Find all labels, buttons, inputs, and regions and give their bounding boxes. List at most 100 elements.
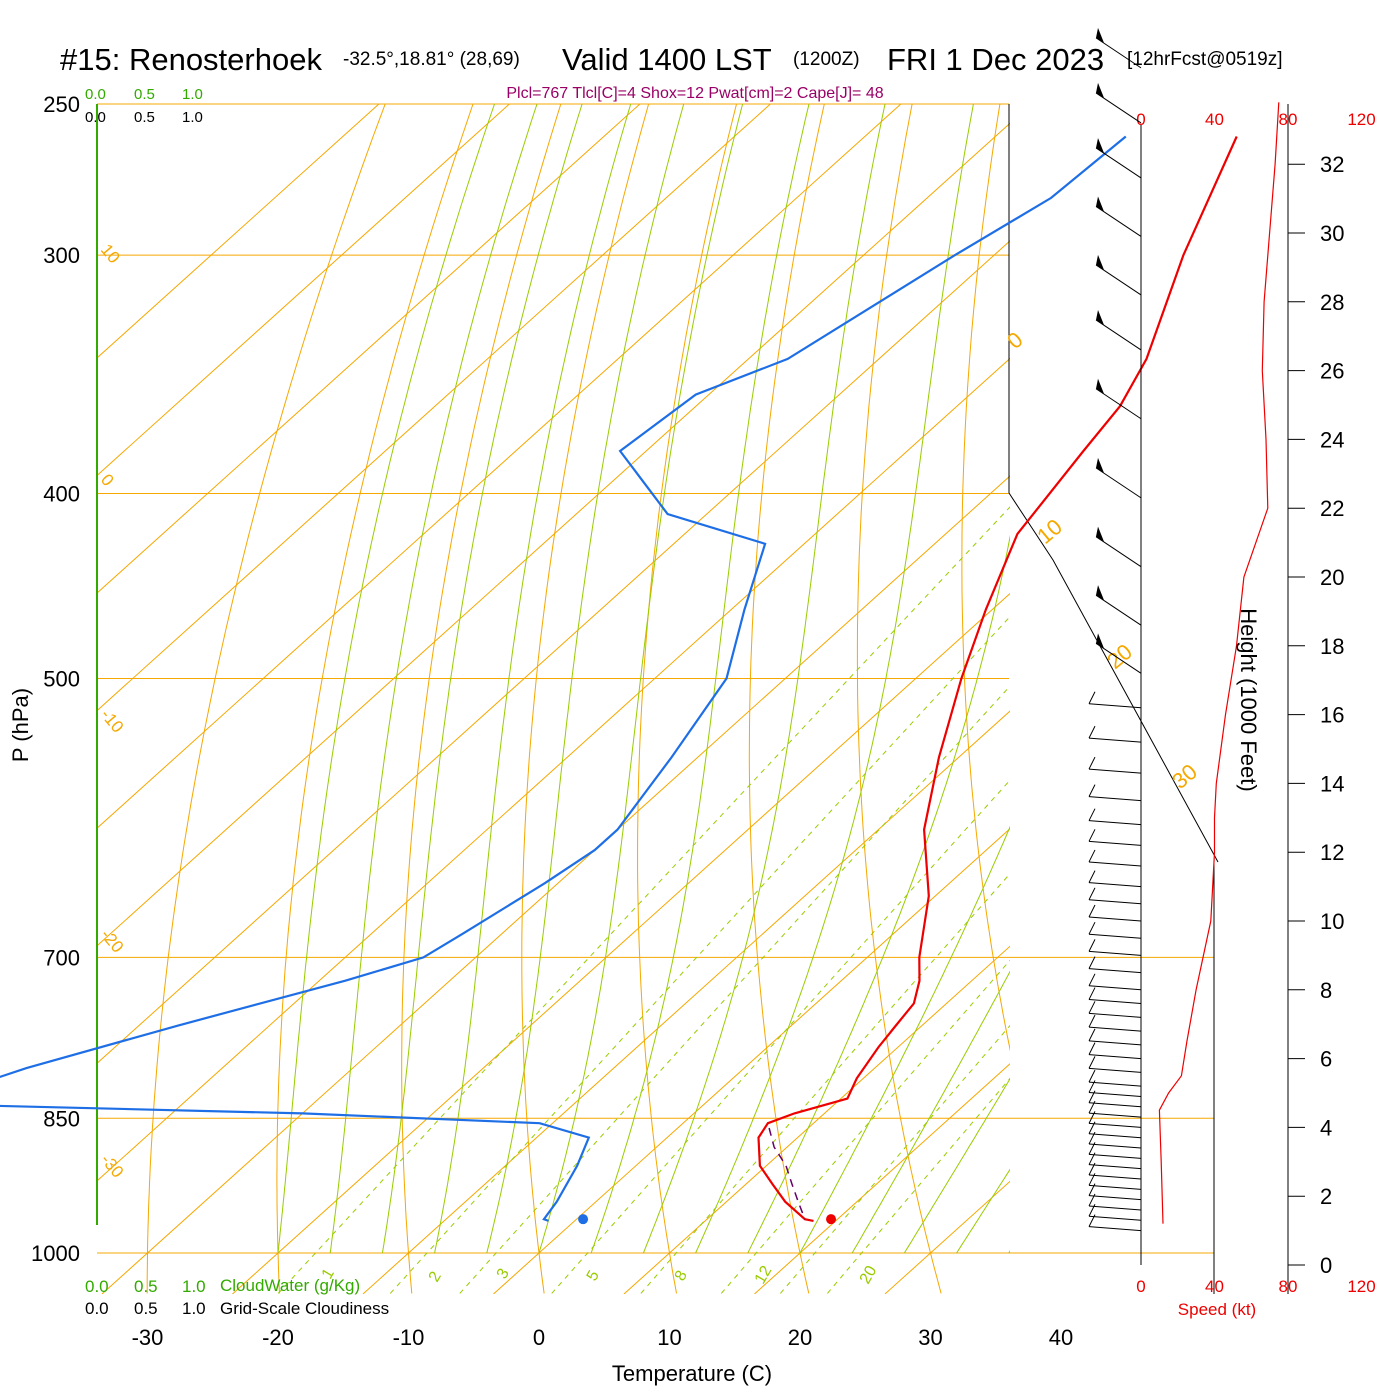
wind-barb xyxy=(1088,899,1142,905)
x-axis-title: Temperature (C) xyxy=(612,1361,772,1386)
wind-speed-tick-top: 120 xyxy=(1347,110,1375,129)
wind-barb xyxy=(1088,820,1142,826)
isotherm-line xyxy=(97,104,641,594)
wind-barb-feather xyxy=(1088,1069,1096,1083)
parcel-path xyxy=(768,1127,806,1220)
wind-speed-tick-top: 80 xyxy=(1279,110,1298,129)
moist-adiabat-lines xyxy=(277,104,1010,1254)
isotherm-line xyxy=(232,592,1010,1294)
wind-barb xyxy=(1088,1143,1142,1149)
height-tick-label: 28 xyxy=(1320,290,1344,315)
temperature-tick-label: 0 xyxy=(533,1325,545,1350)
wind-barb xyxy=(1095,264,1142,296)
wind-barb-feather xyxy=(1088,904,1096,918)
isotherm-line xyxy=(493,828,1010,1294)
wind-barb xyxy=(1088,882,1142,888)
wind-speed-label: Speed (kt) xyxy=(1178,1300,1256,1319)
dry-adiabat xyxy=(146,104,386,1294)
wind-barb-pennant xyxy=(1096,585,1104,601)
wind-barb-pennant xyxy=(1096,196,1104,212)
temperature-profile xyxy=(757,136,1238,1222)
dry-adiabat xyxy=(1349,70,1400,1293)
top-cloudiness-tick: 1.0 xyxy=(182,109,203,126)
height-tick-label: 0 xyxy=(1320,1253,1332,1278)
moist-adiabat xyxy=(851,970,1010,1254)
wind-barb xyxy=(1095,319,1142,351)
isotherm-line xyxy=(97,104,380,359)
mixing-ratio-label: 20 xyxy=(857,1263,881,1287)
isotherm-label: -20 xyxy=(97,925,127,956)
dry-adiabat xyxy=(521,104,650,1294)
surface-temperature-dot xyxy=(826,1214,837,1225)
moist-adiabat xyxy=(956,1168,1010,1254)
wind-barb xyxy=(1088,1054,1142,1060)
wind-barb-pennant xyxy=(1096,254,1104,270)
y-axis-title: P (hPa) xyxy=(8,688,33,762)
top-cloudiness-tick: 0.5 xyxy=(134,109,155,126)
wind-barb-feather xyxy=(1088,870,1096,883)
mixing-ratio-line xyxy=(277,506,1010,1294)
wind-barb-pennant xyxy=(1096,82,1104,98)
dry-adiabat xyxy=(961,104,1010,1052)
height-tick-label: 22 xyxy=(1320,496,1344,521)
moist-adiabat xyxy=(277,104,496,1254)
wind-barb xyxy=(1088,1133,1142,1139)
surface-dewpoint-dot xyxy=(578,1214,589,1225)
height-tick-label: 16 xyxy=(1320,703,1344,728)
height-tick-label: 12 xyxy=(1320,840,1344,865)
temperature-tick-label: -10 xyxy=(393,1325,425,1350)
mixing-ratio-line xyxy=(459,685,1010,1294)
isotherm-line xyxy=(97,104,510,477)
wind-barb xyxy=(1095,388,1142,420)
wind-barb xyxy=(1088,1067,1142,1073)
wind-barb xyxy=(1088,1164,1142,1170)
height-tick-label: 10 xyxy=(1320,909,1344,934)
wind-barb xyxy=(1088,703,1142,709)
top-cloudiness-scale: 0.0 0.5 1.0 xyxy=(85,109,203,126)
moist-adiabat xyxy=(695,104,974,1254)
moist-adiabat xyxy=(538,104,744,1254)
moist-adiabat xyxy=(903,1077,1010,1254)
wind-barb-pennant xyxy=(1096,526,1104,542)
mixing-ratio-label: 5 xyxy=(584,1268,603,1284)
wind-barb xyxy=(1088,985,1142,991)
isotherm-label: -10 xyxy=(97,705,127,736)
wind-barb-feather xyxy=(1088,849,1096,863)
dry-adiabat xyxy=(1257,70,1400,1293)
isotherm-label: 10 xyxy=(97,240,124,267)
mixing-ratio-line xyxy=(389,615,1010,1294)
wind-speed-tick-bottom: 80 xyxy=(1279,1277,1298,1296)
wind-barb-feather xyxy=(1088,1001,1096,1014)
dry-adiabat xyxy=(856,104,942,1294)
wind-barb-feather xyxy=(1088,973,1096,987)
wind-barb xyxy=(1088,840,1142,846)
temperature-tick-label: 10 xyxy=(657,1325,681,1350)
wind-barb xyxy=(1095,147,1142,179)
wind-barb-feather xyxy=(1088,1056,1096,1069)
wind-speed-tick-top: 0 xyxy=(1136,110,1145,129)
isotherm-label: 10 xyxy=(1032,514,1067,549)
bottom-cloudwater-tick: 0.5 xyxy=(134,1277,158,1296)
bottom-cloudiness-tick: 0.0 xyxy=(85,1299,109,1318)
height-tick-label: 14 xyxy=(1320,771,1344,796)
isotherm-line xyxy=(101,475,1010,1294)
wind-barb xyxy=(1088,1012,1142,1018)
wind-barb xyxy=(1095,37,1142,69)
forecast-info: [12hrFcst@0519z] xyxy=(1127,49,1283,70)
wind-speed-profile xyxy=(1158,102,1280,1224)
height-tick-label: 24 xyxy=(1320,427,1344,452)
isotherm-line xyxy=(1276,104,1400,1294)
moist-adiabat xyxy=(486,104,685,1254)
wind-barb-feather xyxy=(1088,725,1096,739)
wind-barb-feather xyxy=(1088,939,1096,952)
pressure-tick-label: 250 xyxy=(43,92,80,117)
wind-barb-pennant xyxy=(1096,378,1104,394)
bottom-cloudwater-tick: 0.0 xyxy=(85,1277,109,1296)
wind-barb xyxy=(1088,1205,1142,1211)
wind-barb-feather xyxy=(1088,829,1096,842)
wind-barb-feather xyxy=(1088,1014,1096,1028)
mixing-ratio-lines xyxy=(277,506,1010,1294)
wind-barb xyxy=(1088,861,1142,867)
isotherm-line xyxy=(97,104,902,829)
